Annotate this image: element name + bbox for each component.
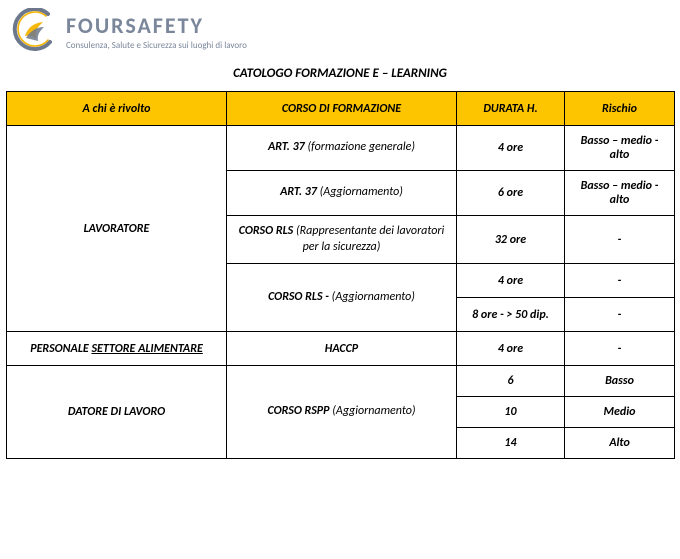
cell-risk: - — [565, 332, 675, 366]
cell-risk: - — [565, 298, 675, 332]
cell-duration: 4 ore — [457, 264, 565, 298]
header: FOURSAFETY Consulenza, Salute e Sicurezz… — [0, 0, 680, 58]
brand-logo-icon — [10, 8, 56, 54]
course-bold: CORSO RSPP — [267, 404, 329, 418]
col-risk: Rischio — [565, 92, 675, 126]
cell-course: HACCP — [227, 332, 457, 366]
cell-who-alimentare: PERSONALE SETTORE ALIMENTARE — [7, 332, 227, 366]
training-table: A chi è rivolto CORSO DI FORMAZIONE DURA… — [6, 91, 675, 459]
who-underline: SETTORE ALIMENTARE — [91, 342, 202, 356]
table-header-row: A chi è rivolto CORSO DI FORMAZIONE DURA… — [7, 92, 675, 126]
course-bold: CORSO RLS — [239, 224, 294, 238]
cell-course: ART. 37 (formazione generale) — [227, 126, 457, 171]
course-rest: (Aggiornamento) — [329, 290, 415, 304]
brand-block: FOURSAFETY Consulenza, Salute e Sicurezz… — [66, 12, 247, 51]
cell-risk: Basso – medio - alto — [565, 171, 675, 216]
cell-risk: Basso — [565, 366, 675, 397]
brand-tagline: Consulenza, Salute e Sicurezza sui luogh… — [66, 40, 247, 51]
cell-risk: Medio — [565, 397, 675, 428]
cell-course: CORSO RSPP (Aggiornamento) — [227, 366, 457, 459]
cell-duration: 4 ore — [457, 126, 565, 171]
cell-risk: - — [565, 216, 675, 264]
cell-duration: 14 — [457, 428, 565, 459]
brand-name: FOURSAFETY — [66, 12, 247, 39]
cell-duration: 32 ore — [457, 216, 565, 264]
course-rest: (formazione generale) — [305, 140, 415, 154]
table-row: DATORE DI LAVORO CORSO RSPP (Aggiornamen… — [7, 366, 675, 397]
cell-duration: 10 — [457, 397, 565, 428]
cell-course: ART. 37 (Aggiornamento) — [227, 171, 457, 216]
cell-duration: 8 ore - > 50 dip. — [457, 298, 565, 332]
col-who: A chi è rivolto — [7, 92, 227, 126]
col-course: CORSO DI FORMAZIONE — [227, 92, 457, 126]
page-title: CATOLOGO FORMAZIONE E – LEARNING — [0, 66, 680, 81]
course-rest: (Aggiornamento) — [330, 404, 416, 418]
cell-duration: 6 — [457, 366, 565, 397]
cell-risk: - — [565, 264, 675, 298]
course-bold: ART. 37 — [268, 140, 305, 154]
who-pre: PERSONALE — [30, 342, 91, 356]
cell-course: CORSO RLS (Rappresentante dei lavoratori… — [227, 216, 457, 264]
cell-who-datore: DATORE DI LAVORO — [7, 366, 227, 459]
cell-duration: 4 ore — [457, 332, 565, 366]
table-row: PERSONALE SETTORE ALIMENTARE HACCP 4 ore… — [7, 332, 675, 366]
course-bold: ART. 37 — [280, 185, 317, 199]
cell-who-lavoratore: LAVORATORE — [7, 126, 227, 332]
cell-risk: Alto — [565, 428, 675, 459]
cell-duration: 6 ore — [457, 171, 565, 216]
course-rest: (Rappresentante dei lavoratori per la si… — [293, 224, 444, 254]
cell-course: CORSO RLS - (Aggiornamento) — [227, 264, 457, 332]
cell-risk: Basso – medio - alto — [565, 126, 675, 171]
course-rest: (Aggiornamento) — [317, 185, 403, 199]
col-duration: DURATA H. — [457, 92, 565, 126]
course-bold: CORSO RLS - — [268, 290, 329, 304]
table-row: LAVORATORE ART. 37 (formazione generale)… — [7, 126, 675, 171]
